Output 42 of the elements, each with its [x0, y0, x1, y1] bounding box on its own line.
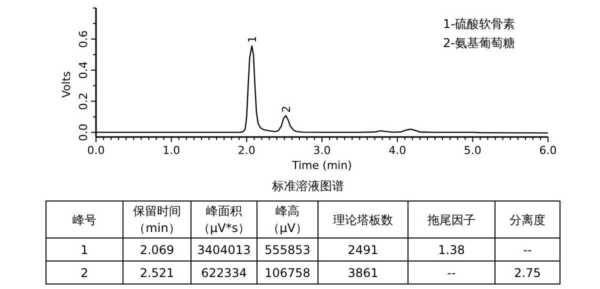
text: 2 — [80, 266, 88, 280]
text: 保留时间 — [133, 204, 181, 218]
text: 峰面积 — [206, 204, 242, 218]
annotation: 2-氨基葡萄糖 — [443, 36, 515, 50]
text: 2491 — [348, 243, 378, 257]
text: 1 — [80, 243, 88, 257]
text: （min） — [134, 221, 180, 235]
text: 622334 — [201, 266, 247, 280]
y-tick-label: 0.6 — [77, 30, 90, 48]
x-tick-label: 5.0 — [464, 144, 482, 157]
text: 理论塔板数 — [333, 213, 393, 227]
text: 2.069 — [140, 243, 174, 257]
annotation: 1-硫酸软骨素 — [443, 17, 515, 31]
annotation: 2 — [280, 106, 293, 113]
text: （μV*s） — [198, 221, 250, 235]
x-tick-label: 3.0 — [313, 144, 331, 157]
text: 峰号 — [72, 213, 96, 227]
text: 峰高 — [276, 204, 300, 218]
text: 3404013 — [197, 243, 251, 257]
x-tick-label: 6.0 — [539, 144, 557, 157]
x-axis-title: Time (min) — [291, 159, 352, 172]
y-tick-label: 0.0 — [77, 124, 90, 142]
y-tick-label: 0.4 — [77, 61, 90, 79]
text: -- — [447, 266, 456, 280]
text: 标准溶液图谱 — [271, 179, 344, 193]
text: 拖尾因子 — [426, 213, 476, 227]
text: 1.38 — [438, 243, 465, 257]
text: 3861 — [348, 266, 378, 280]
x-tick-label: 4.0 — [388, 144, 406, 157]
y-axis-title: Volts — [60, 70, 73, 98]
text: -- — [523, 243, 532, 257]
text: 555853 — [264, 243, 310, 257]
annotation: 1 — [246, 36, 259, 43]
text: 106758 — [264, 266, 310, 280]
x-tick-label: 1.0 — [162, 144, 180, 157]
x-tick-label: 2.0 — [238, 144, 256, 157]
text: 2.75 — [514, 266, 541, 280]
text: （μV） — [268, 221, 308, 235]
text: 2.521 — [140, 266, 174, 280]
y-tick-label: 0.2 — [77, 92, 90, 110]
x-tick-label: 0.0 — [87, 144, 105, 157]
text: 分离度 — [510, 213, 546, 227]
